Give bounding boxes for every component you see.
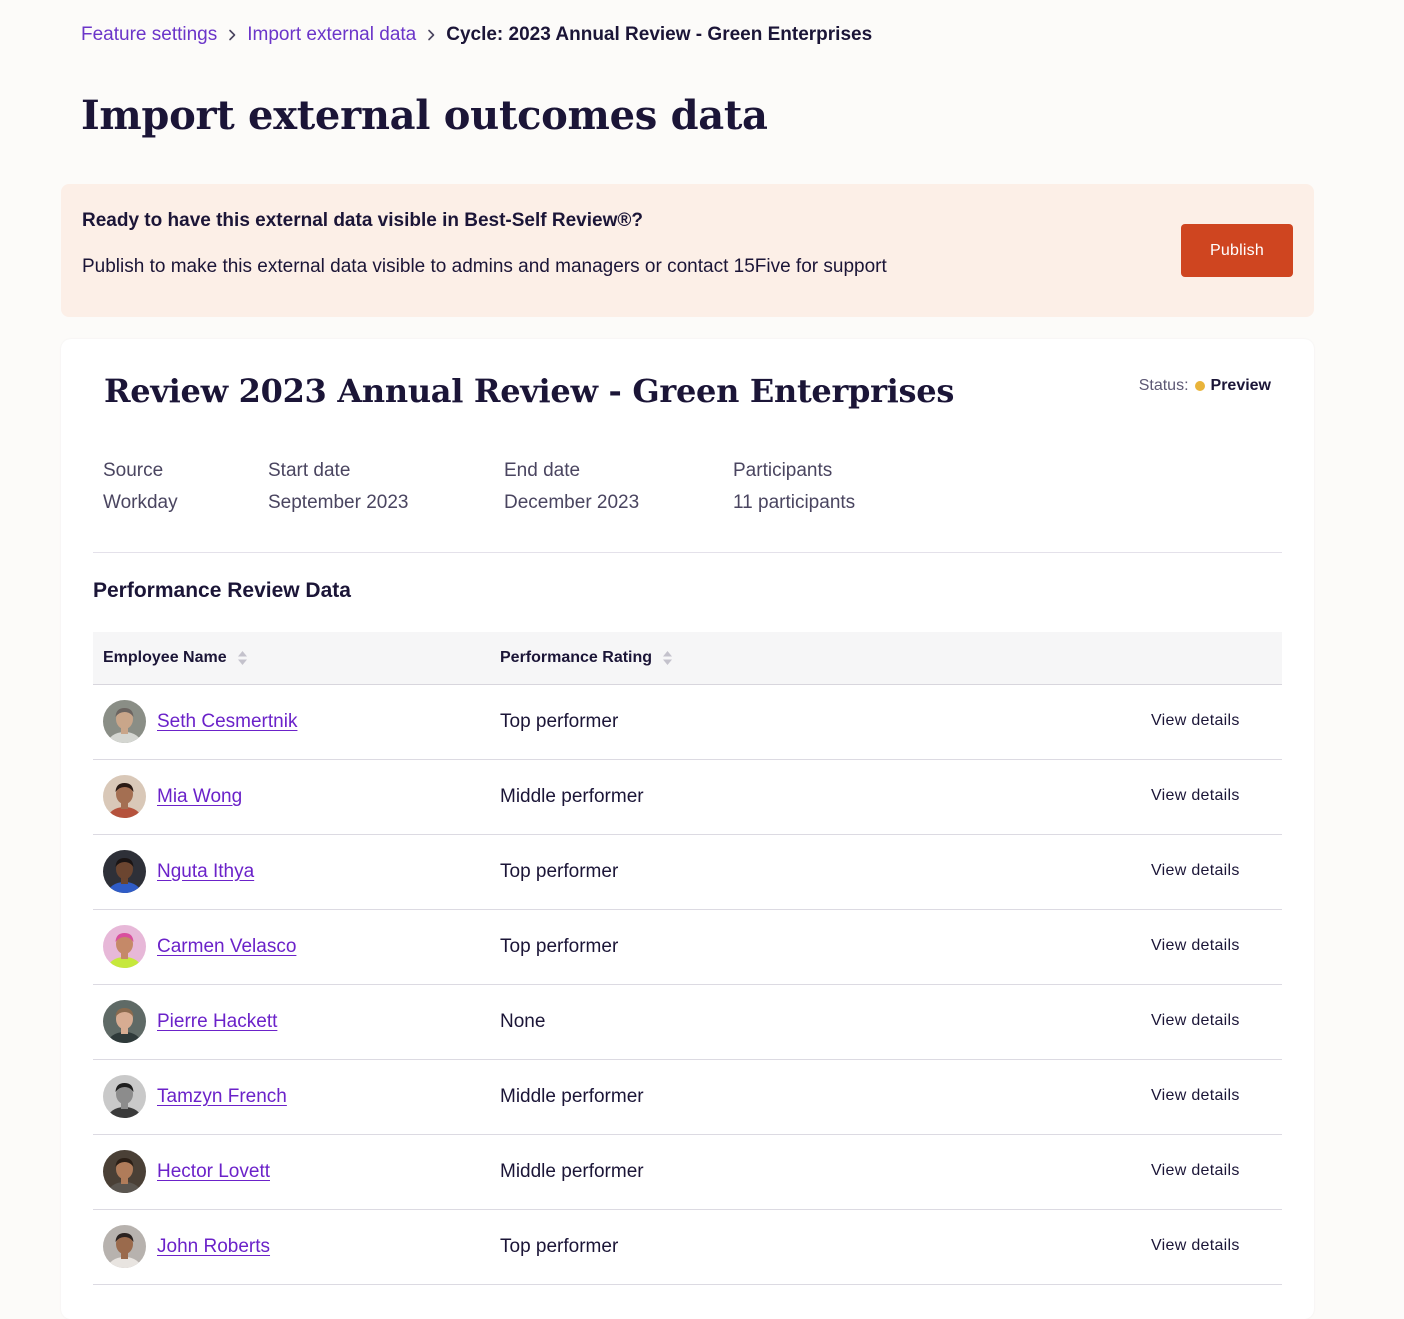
sort-icon[interactable] (237, 650, 248, 666)
breadcrumb-link-import-external-data[interactable]: Import external data (247, 24, 417, 45)
table-row: Hector Lovett Middle performer View detail… (93, 1135, 1282, 1210)
page-title: Import external outcomes data (81, 92, 768, 139)
meta-value: 11 participants (733, 492, 856, 513)
meta-label: End date (504, 460, 581, 481)
column-header-performance-rating[interactable]: Performance Rating (500, 632, 673, 684)
employee-name-link[interactable]: Hector Lovett (157, 1161, 270, 1182)
performance-rating: Middle performer (500, 786, 644, 807)
publish-button[interactable]: Publish (1181, 224, 1293, 277)
avatar (103, 1000, 146, 1043)
meta-label: Source (103, 460, 164, 481)
meta-source: Source Workday (103, 458, 178, 516)
employee-name-link[interactable]: Carmen Velasco (157, 936, 297, 957)
avatar (103, 775, 146, 818)
table-row: Nguta Ithya Top performer View details (93, 835, 1282, 910)
performance-rating: Top performer (500, 1236, 619, 1257)
meta-value: Workday (103, 492, 178, 513)
avatar (103, 1150, 146, 1193)
chevron-right-icon (416, 22, 446, 48)
meta-value: September 2023 (268, 492, 409, 513)
table-row: Tamzyn French Middle performer View detail… (93, 1060, 1282, 1135)
meta-participants: Participants 11 participants (733, 458, 855, 516)
table-row: Carmen Velasco Top performer View details (93, 910, 1282, 985)
performance-rating: Middle performer (500, 1161, 644, 1182)
breadcrumb-link-feature-settings[interactable]: Feature settings (81, 24, 218, 45)
meta-start-date: Start date September 2023 (268, 458, 409, 516)
publish-banner: Ready to have this external data visible… (61, 184, 1314, 317)
status-indicator: Status: Preview (1139, 375, 1271, 397)
performance-rating: Top performer (500, 861, 619, 882)
review-title: Review 2023 Annual Review - Green Enterp… (104, 372, 955, 410)
meta-value: December 2023 (504, 492, 640, 513)
sort-icon[interactable] (662, 650, 673, 666)
view-details-link[interactable]: View details (1151, 787, 1240, 804)
performance-table: Employee Name Performance Rating Seth Ce… (93, 632, 1282, 1285)
breadcrumb-current: Cycle: 2023 Annual Review - Green Enterp… (446, 24, 873, 45)
divider (93, 552, 1282, 553)
column-header-label: Employee Name (103, 649, 227, 666)
chevron-right-icon (217, 22, 247, 48)
view-details-link[interactable]: View details (1151, 1087, 1240, 1104)
table-header: Employee Name Performance Rating (93, 632, 1282, 685)
employee-name-link[interactable]: Pierre Hackett (157, 1011, 278, 1032)
performance-rating: Top performer (500, 711, 619, 732)
view-details-link[interactable]: View details (1151, 1237, 1240, 1254)
employee-name-link[interactable]: John Roberts (157, 1236, 271, 1257)
table-row: Pierre Hackett None View details (93, 985, 1282, 1060)
status-value: Preview (1210, 377, 1271, 394)
avatar (103, 1225, 146, 1268)
table-row: John Roberts Top performer View details (93, 1210, 1282, 1285)
employee-name-link[interactable]: Seth Cesmertnik (157, 711, 298, 732)
section-title: Performance Review Data (93, 579, 351, 602)
view-details-link[interactable]: View details (1151, 1012, 1240, 1029)
table-row: Seth Cesmertnik Top performer View details (93, 685, 1282, 760)
employee-name-link[interactable]: Nguta Ithya (157, 861, 255, 882)
view-details-link[interactable]: View details (1151, 937, 1240, 954)
performance-rating: None (500, 1011, 546, 1032)
meta-label: Start date (268, 460, 351, 481)
avatar (103, 1075, 146, 1118)
breadcrumb: Feature settings Import external data Cy… (81, 22, 872, 48)
table-body: Seth Cesmertnik Top performer View details… (93, 685, 1282, 1285)
status-label: Status: (1138, 377, 1189, 394)
banner-text: Publish to make this external data visib… (82, 256, 887, 277)
view-details-link[interactable]: View details (1151, 1162, 1240, 1179)
view-details-link[interactable]: View details (1151, 712, 1240, 729)
meta-end-date: End date December 2023 (504, 458, 639, 516)
employee-name-link[interactable]: Mia Wong (157, 786, 243, 807)
banner-heading: Ready to have this external data visible… (82, 210, 643, 231)
table-row: Mia Wong Middle performer View details (93, 760, 1282, 835)
performance-rating: Top performer (500, 936, 619, 957)
column-header-label: Performance Rating (500, 649, 653, 666)
avatar (103, 700, 146, 743)
avatar (103, 925, 146, 968)
view-details-link[interactable]: View details (1151, 862, 1240, 879)
avatar (103, 850, 146, 893)
status-dot-icon (1194, 381, 1205, 391)
column-header-employee-name[interactable]: Employee Name (103, 632, 248, 684)
employee-name-link[interactable]: Tamzyn French (157, 1086, 287, 1107)
meta-label: Participants (733, 460, 833, 481)
review-card: Review 2023 Annual Review - Green Enterp… (61, 339, 1314, 1319)
performance-rating: Middle performer (500, 1086, 644, 1107)
